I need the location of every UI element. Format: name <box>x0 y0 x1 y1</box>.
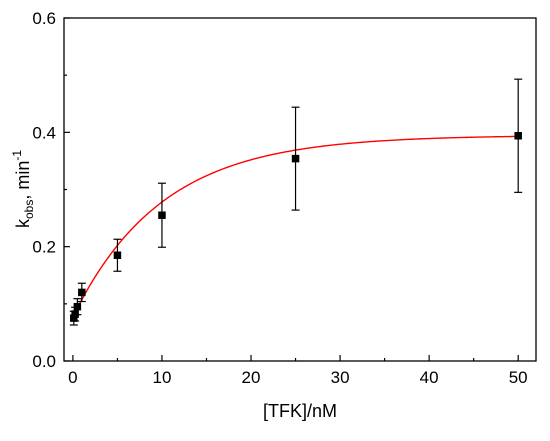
y-axis-title-suffix: , min <box>13 161 33 200</box>
y-tick-label: 0.2 <box>32 238 56 257</box>
x-tick-label: 10 <box>153 368 172 387</box>
data-point <box>78 288 86 297</box>
data-points-layer <box>69 78 523 326</box>
data-point <box>70 314 78 322</box>
plot-frame <box>63 17 537 362</box>
data-point <box>158 211 166 219</box>
data-point <box>291 154 300 163</box>
y-axis-title-superscript: -1 <box>10 150 24 161</box>
y-tick-label: 0.4 <box>32 123 56 142</box>
x-axis-title: [TFK]/nM <box>263 401 337 421</box>
y-tick-label: 0.0 <box>32 352 56 371</box>
data-point <box>113 251 122 259</box>
x-tick-label: 40 <box>420 368 439 387</box>
x-tick-label: 30 <box>331 368 350 387</box>
x-axis-ticks: 0 10 20 30 40 50 <box>68 355 528 387</box>
y-tick-label: 0.6 <box>32 9 56 28</box>
data-point <box>73 302 82 311</box>
x-tick-label: 20 <box>242 368 261 387</box>
x-tick-label: 0 <box>68 368 77 387</box>
y-axis-ticks: 0.0 0.2 0.4 0.6 <box>32 9 70 371</box>
y-axis-title-subscript: obs <box>22 200 36 219</box>
data-point <box>514 132 522 140</box>
x-tick-label: 50 <box>509 368 528 387</box>
y-axis-title-main: k <box>13 218 33 228</box>
y-axis-title: kobs, min-1 <box>10 150 36 228</box>
